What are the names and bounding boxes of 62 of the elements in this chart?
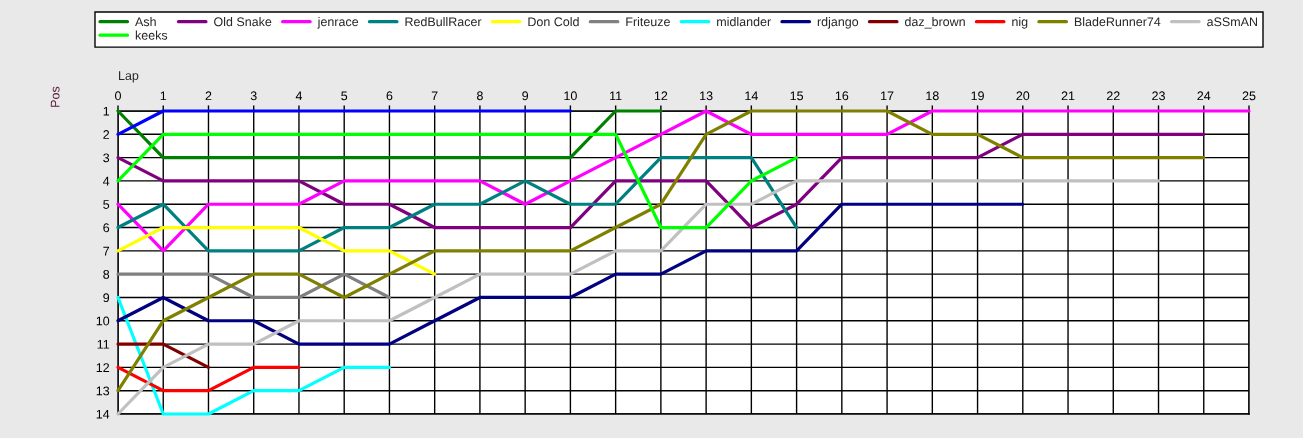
x-tick-label: 14 [745, 91, 758, 101]
x-tick-label: 25 [1242, 91, 1256, 101]
y-tick-label: 12 [96, 363, 110, 372]
x-tick-label: 21 [1061, 91, 1075, 101]
line-series [116, 295, 392, 416]
legend-label: Don Cold [528, 17, 579, 27]
x-tick-label: 6 [386, 91, 393, 101]
x-tick-label: 20 [1016, 91, 1030, 101]
legend-label: RedBullRacer [405, 17, 482, 27]
legend-label: nig [1012, 17, 1028, 29]
legend-label: midlander [717, 17, 771, 27]
y-tick-label: 14 [96, 409, 110, 419]
line-series [116, 202, 1025, 346]
legend-label: Ash [135, 17, 156, 27]
y-tick-label: 1 [103, 106, 110, 116]
y-tick-label: 9 [103, 293, 110, 303]
legend-label: keeks [135, 30, 168, 40]
x-tick-label: 5 [341, 91, 348, 101]
x-tick-label: 15 [790, 91, 804, 101]
x-tick-label: 23 [1152, 91, 1165, 101]
y-tick-label: 2 [103, 130, 110, 139]
line-series [116, 109, 1206, 393]
legend-label: rdjango [817, 17, 859, 29]
y-tick-label: 11 [97, 340, 110, 349]
legend-label: jenrace [317, 17, 359, 29]
x-tick-label: 17 [881, 91, 894, 101]
line-series [116, 132, 799, 230]
x-tick-label: 11 [610, 91, 622, 101]
x-tick-label: 7 [431, 91, 438, 101]
legend-label: Friteuze [626, 17, 670, 27]
y-tick-label: 7 [103, 246, 110, 256]
y-tick-label: 6 [103, 223, 110, 233]
x-tick-label: 8 [476, 91, 483, 101]
y-tick-label: 8 [103, 269, 110, 279]
x-tick-label: 13 [700, 91, 713, 101]
x-tick-label: 10 [564, 91, 577, 101]
x-tick-label: 12 [654, 91, 668, 101]
x-tick-label: 18 [926, 91, 939, 101]
x-tick-label: 0 [115, 91, 121, 101]
y-tick-label: 13 [96, 386, 110, 396]
legend-label: daz_brown [904, 17, 965, 29]
x-tick-label: 9 [522, 91, 529, 101]
x-tick-label: 3 [250, 91, 257, 101]
line-series [116, 132, 1206, 230]
x-tick-label: 22 [1106, 91, 1120, 101]
legend-label: BladeRunner74 [1074, 17, 1161, 27]
y-tick-label: 10 [96, 316, 110, 326]
line-series [116, 179, 1161, 416]
x-tick-label: 19 [971, 91, 984, 101]
legend-label: aSSmAN [1207, 17, 1257, 27]
legend-label: Old Snake [214, 17, 272, 27]
y-tick-label: 4 [103, 176, 110, 186]
x-tick-label: 4 [295, 91, 303, 101]
x-tick-label: 1 [160, 91, 167, 101]
y-tick-label: 5 [103, 200, 110, 209]
line-series [116, 156, 799, 253]
x-tick-label: 24 [1197, 91, 1211, 101]
y-tick-label: 3 [103, 153, 110, 163]
y-axis-title: Pos [50, 86, 60, 107]
x-tick-label: 2 [205, 91, 212, 101]
x-tick-label: 16 [835, 91, 849, 101]
x-axis-title: Lap [119, 71, 139, 83]
